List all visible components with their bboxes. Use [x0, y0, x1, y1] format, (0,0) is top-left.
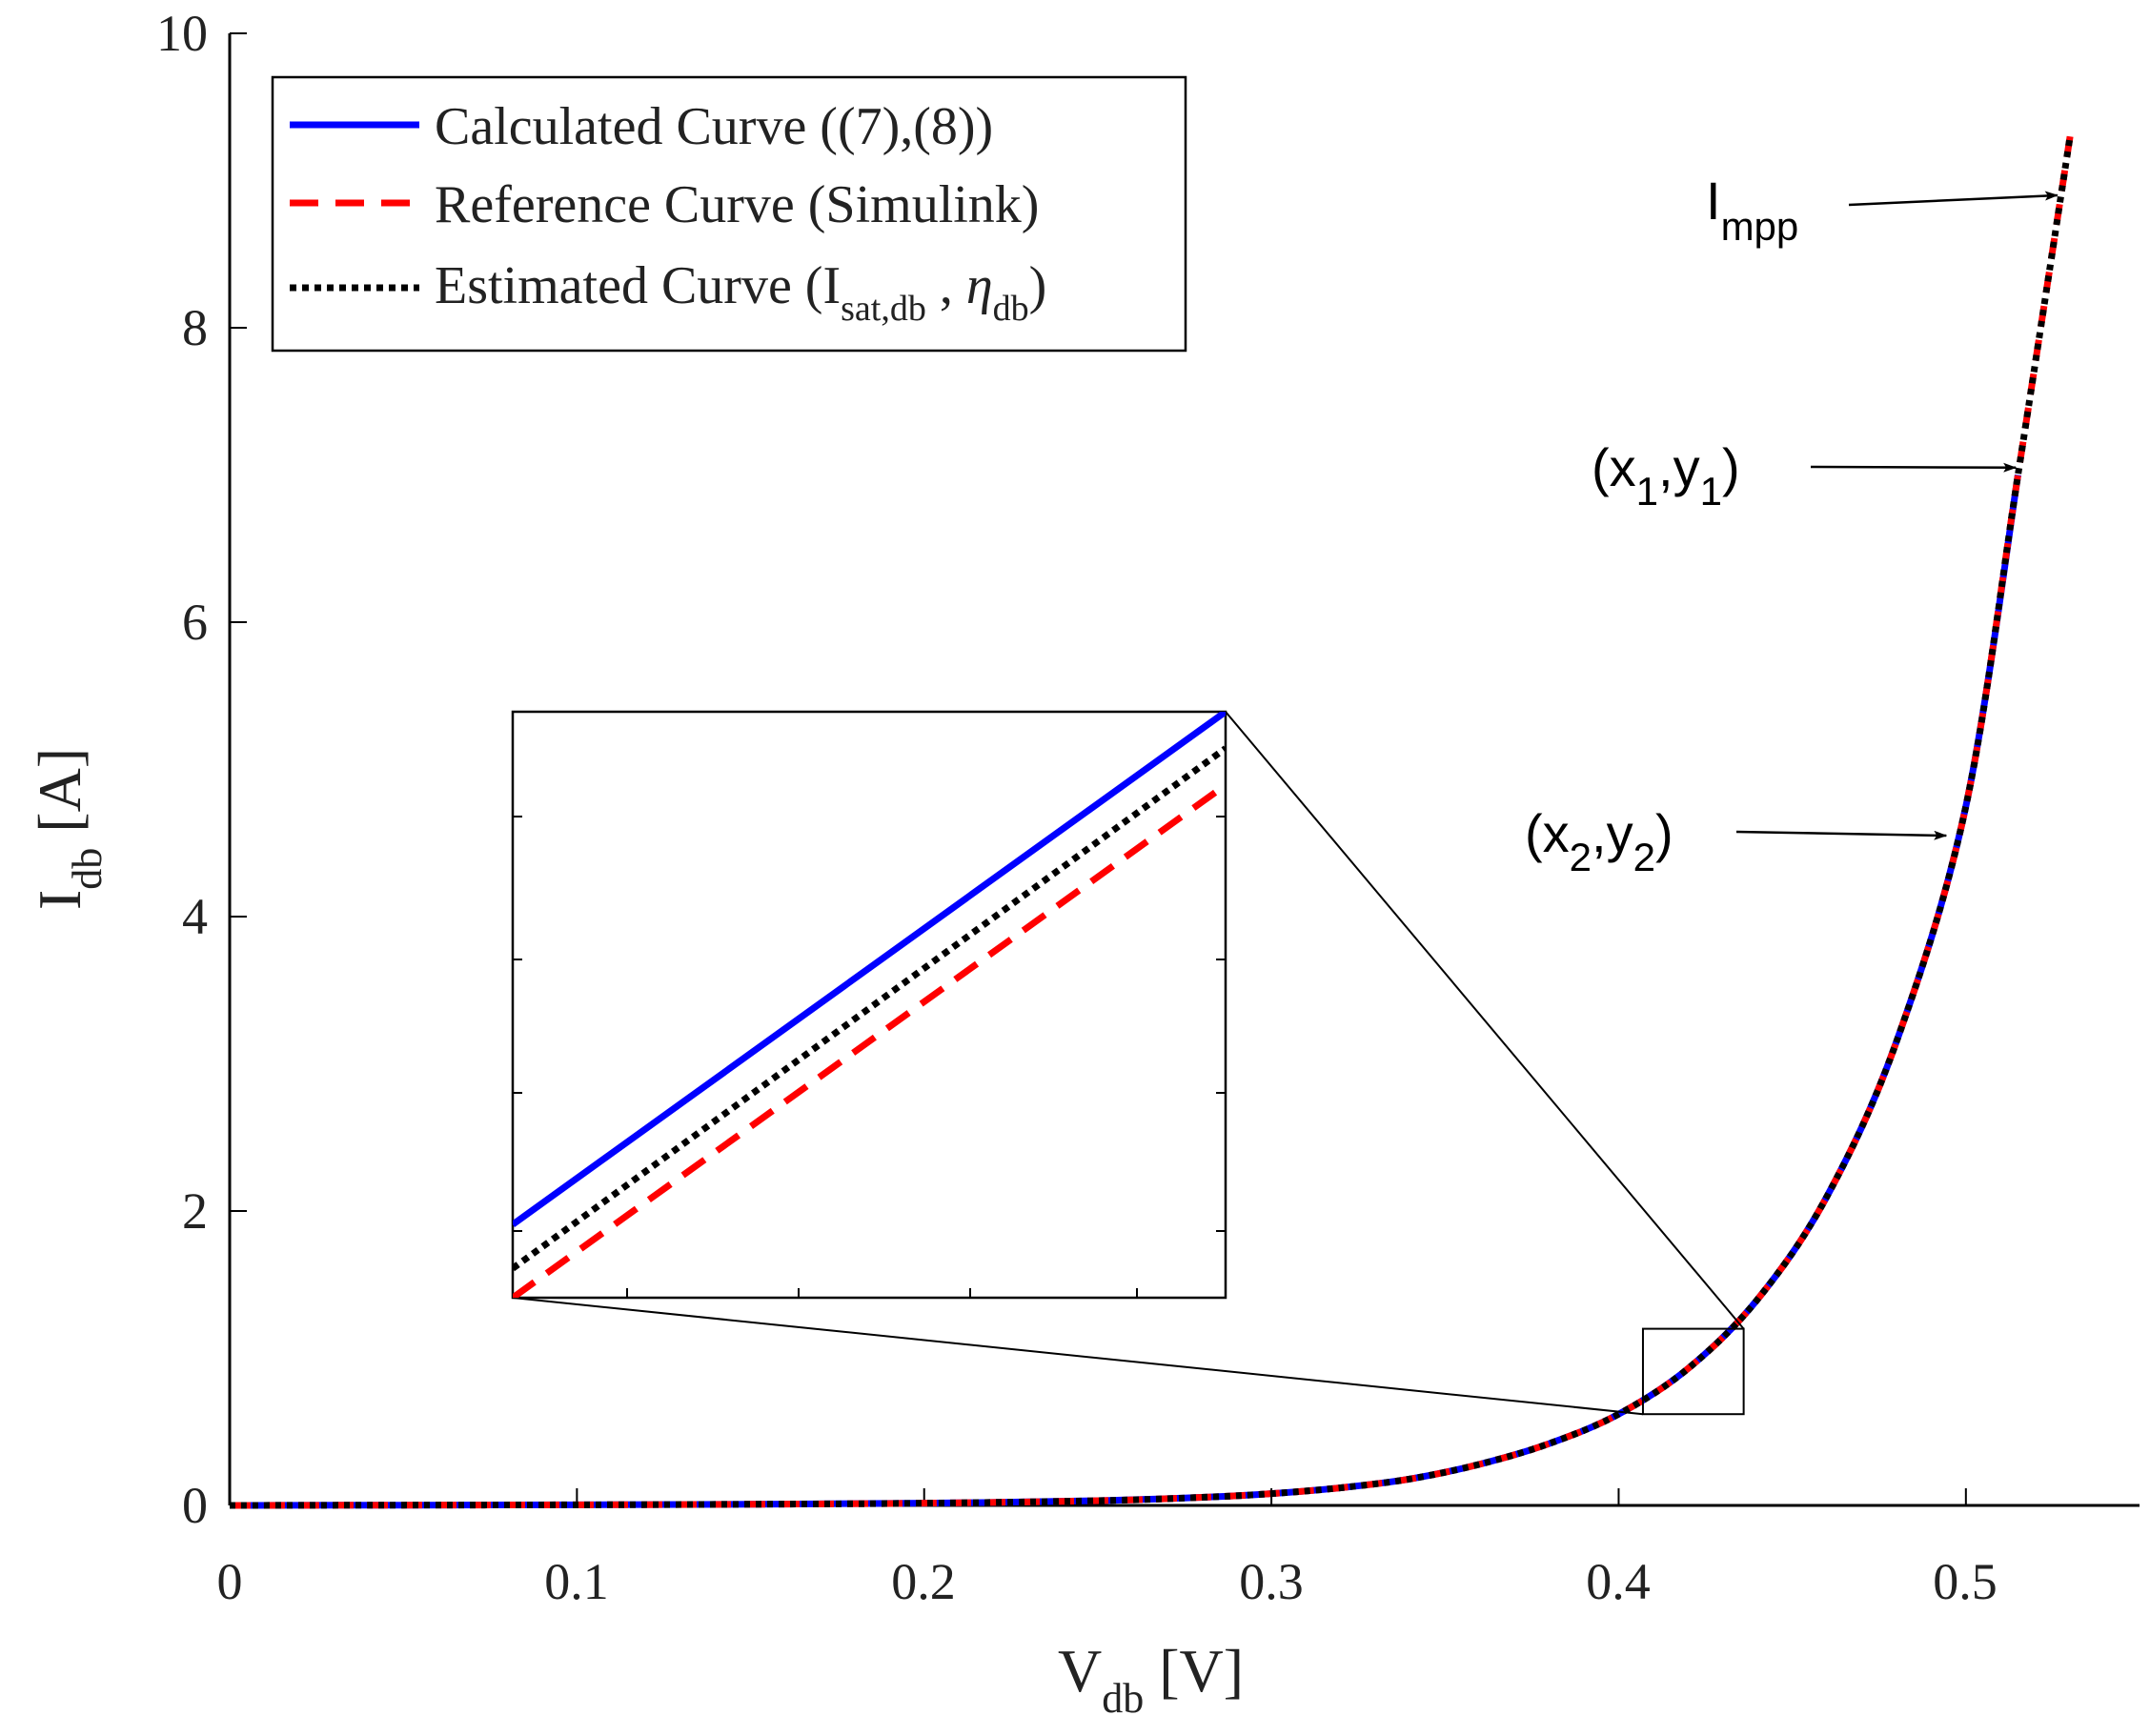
annotation-arrow-x1y1: [1810, 462, 2018, 473]
legend-label-reference: Reference Curve (Simulink): [435, 175, 1039, 234]
y-axis-label: Idb [A]: [26, 748, 111, 910]
x-axis-label: Vdb [V]: [1058, 1637, 1244, 1722]
y-tick-label: 6: [182, 594, 208, 651]
y-tick-label: 4: [182, 888, 208, 945]
legend: Calculated Curve ((7),(8)) Reference Cur…: [271, 75, 1187, 353]
inset-line-calculated: [513, 712, 1226, 1227]
y-tick-label: 10: [156, 5, 208, 62]
x-tick-label: 0: [217, 1553, 243, 1610]
x-tick-label: 0.4: [1586, 1553, 1651, 1610]
x-tick-label: 0.1: [544, 1553, 609, 1610]
x-tick-label: 0.5: [1933, 1553, 1998, 1610]
inset-line-reference: [513, 782, 1226, 1298]
inset-frame: [511, 710, 1227, 1300]
zoom-connector-bottom: [512, 1297, 1644, 1416]
y-tick-label: 8: [182, 299, 208, 356]
series-estimated-curve: [229, 135, 2074, 1509]
annotation-x1y1: (x1,y1): [1592, 437, 1740, 514]
zoom-connector-top: [1225, 711, 1745, 1330]
annotation-arrow-impp: [1848, 191, 2059, 207]
x-tick-label: 0.2: [891, 1553, 956, 1610]
y-tick-label: 0: [182, 1477, 208, 1534]
inset-line-estimated: [513, 745, 1226, 1272]
annotation-arrow-x2y2: [1735, 830, 1948, 840]
inset-plot: [511, 710, 1227, 1300]
zoom-region-box: [1641, 1327, 1745, 1416]
annotation-x2y2: (x2,y2): [1525, 803, 1673, 879]
legend-box: [271, 75, 1187, 353]
annotations: Impp (x1,y1) (x2,y2): [1525, 171, 2059, 879]
legend-label-estimated: Estimated Curve (Isat,db , ηdb): [435, 256, 1046, 329]
annotation-impp: Impp: [1706, 171, 1798, 249]
plot-area: [229, 135, 2074, 1509]
y-tick-label: 2: [182, 1182, 208, 1240]
x-tick-label: 0.3: [1239, 1553, 1304, 1610]
legend-label-calculated: Calculated Curve ((7),(8)): [435, 97, 993, 156]
